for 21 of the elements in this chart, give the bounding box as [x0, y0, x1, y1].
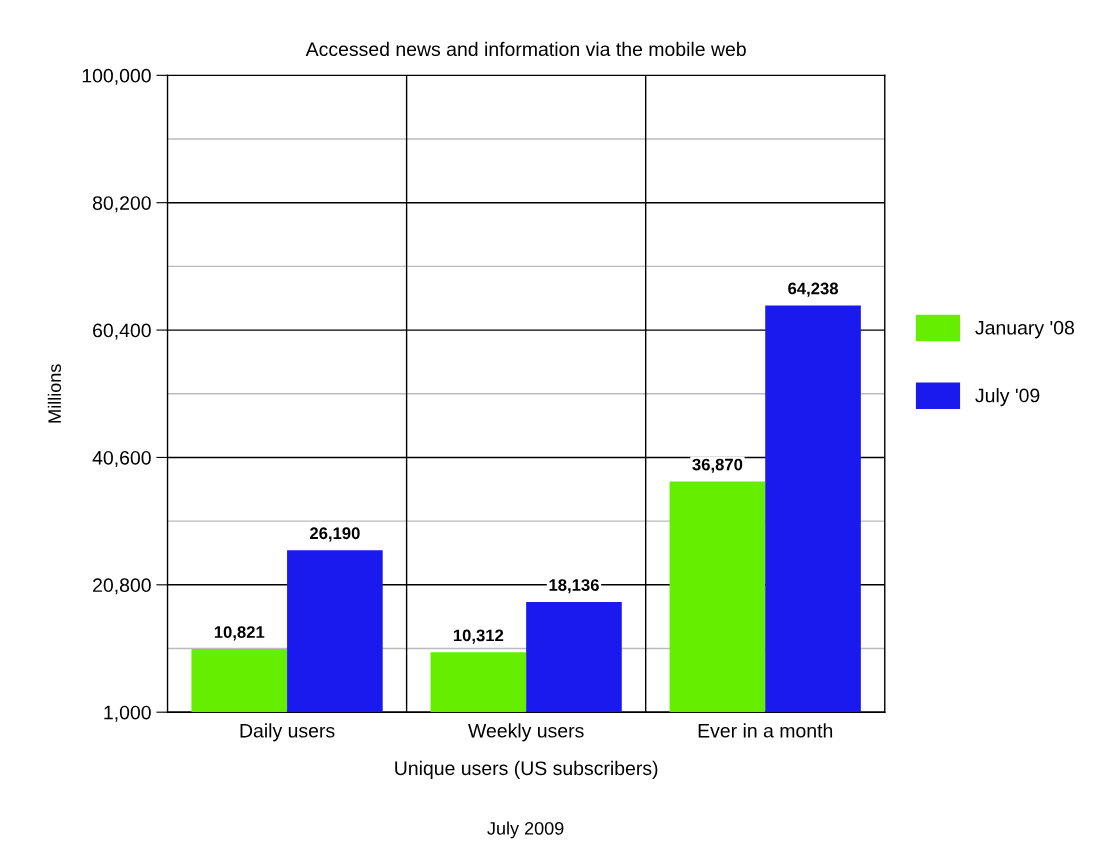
y-tick-label: 40,600: [92, 450, 151, 467]
y-tick-label: 20,800: [93, 578, 151, 595]
x-axis-title: Unique users (US subscribers): [395, 760, 658, 779]
y-axis-title: Millions: [47, 364, 62, 423]
x-tick-label: Ever in a month: [698, 723, 833, 738]
data-label: 10,312: [453, 629, 504, 644]
x-tick-label: Weekly users: [468, 723, 584, 742]
x-tick-label: Daily users: [240, 723, 335, 742]
data-label: 64,238: [788, 282, 839, 297]
y-tick-label: 1,000: [104, 705, 151, 722]
data-label: 10,821: [214, 626, 265, 641]
y-tick-label: 80,200: [92, 196, 151, 213]
text: July 2009: [487, 821, 564, 839]
data-label: 18,136: [549, 579, 599, 594]
chart-title: Accessed news and information via the mobile web: [305, 41, 746, 57]
y-tick-label: 100,000: [82, 68, 151, 85]
legend-label: January '08: [975, 320, 1075, 339]
data-label: 36,870: [692, 458, 743, 473]
y-tick-label: 60,400: [93, 323, 151, 340]
data-label: 26,190: [309, 527, 360, 542]
legend-label: July '09: [975, 388, 1040, 407]
